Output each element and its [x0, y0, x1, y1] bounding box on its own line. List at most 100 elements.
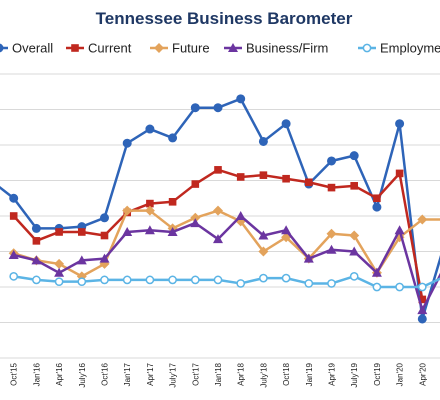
- data-point: [190, 218, 201, 228]
- data-point: [55, 228, 63, 236]
- data-point: [258, 136, 268, 146]
- data-point: [78, 228, 86, 236]
- x-tick-label: Apr'19: [328, 362, 337, 385]
- x-tick-label: Apr'20: [418, 362, 427, 385]
- data-point: [214, 166, 222, 174]
- data-point: [31, 255, 42, 265]
- data-point: [9, 272, 19, 281]
- legend-marker: [0, 43, 4, 53]
- legend-label: Employment: [380, 41, 440, 56]
- data-point: [213, 205, 223, 216]
- data-point: [145, 275, 155, 285]
- x-tick-label: Apr'17: [146, 362, 155, 385]
- data-point: [259, 273, 268, 283]
- data-point: [327, 183, 336, 192]
- series-current: [9, 166, 427, 304]
- data-point: [213, 103, 223, 113]
- data-point: [327, 156, 336, 166]
- x-tick-label: Oct'17: [191, 362, 200, 385]
- data-point: [100, 213, 109, 223]
- data-point: [31, 223, 41, 233]
- x-tick-label: Jan'18: [214, 362, 223, 386]
- data-point: [122, 205, 133, 216]
- x-tick-label: Jan'20: [396, 362, 405, 386]
- data-point: [235, 211, 246, 220]
- x-tick-label: July'17: [169, 362, 178, 387]
- data-point: [76, 255, 87, 265]
- legend-label: Future: [172, 41, 210, 56]
- data-point: [350, 182, 358, 190]
- data-point: [281, 119, 291, 129]
- data-point: [145, 124, 155, 134]
- data-point: [417, 282, 427, 292]
- data-point: [8, 250, 19, 260]
- x-tick-label: Oct'16: [101, 362, 110, 385]
- data-point: [373, 194, 381, 203]
- data-point: [395, 119, 405, 129]
- data-point: [417, 214, 428, 225]
- data-point: [191, 180, 200, 188]
- data-point: [281, 225, 292, 235]
- data-point: [372, 202, 382, 212]
- chart-title: Tennessee Business Barometer: [96, 9, 353, 28]
- gridlines: [0, 73, 440, 359]
- legend-item: Current: [66, 41, 132, 56]
- data-point: [259, 171, 268, 179]
- data-point: [281, 273, 291, 283]
- data-point: [282, 174, 290, 183]
- x-tick-label: July'19: [350, 362, 359, 387]
- legend-marker: [228, 43, 238, 52]
- data-point: [77, 277, 87, 287]
- x-tick-label: Apr'18: [237, 362, 246, 385]
- x-tick-label: Apr'16: [55, 362, 64, 385]
- data-point: [394, 225, 405, 235]
- data-point: [168, 275, 177, 285]
- data-point: [213, 275, 223, 285]
- data-point: [99, 253, 110, 263]
- data-point: [418, 295, 427, 304]
- series-line: [13, 214, 440, 312]
- data-point: [236, 279, 246, 288]
- chart-legend: Overall Current Future Business/Firm Employm…: [0, 41, 440, 56]
- data-point: [146, 199, 154, 208]
- data-point: [236, 173, 245, 181]
- data-point: [258, 246, 269, 257]
- data-point: [395, 169, 404, 178]
- data-point: [122, 226, 133, 236]
- data-point: [349, 230, 360, 241]
- x-tick-label: Jan'17: [123, 362, 132, 386]
- data-point: [54, 258, 65, 269]
- data-point: [327, 279, 336, 288]
- legend-marker: [154, 43, 164, 53]
- data-point: [54, 277, 64, 287]
- legend-label: Overall: [12, 41, 53, 56]
- legend-marker: [71, 44, 79, 52]
- legend-label: Business/Firm: [246, 41, 328, 56]
- data-point: [190, 212, 201, 223]
- data-point: [371, 267, 382, 277]
- data-point: [32, 275, 41, 285]
- data-point: [236, 94, 246, 104]
- data-point: [305, 178, 313, 187]
- data-point: [190, 275, 200, 285]
- legend-item: Employment: [358, 41, 440, 56]
- legend-label: Current: [88, 41, 132, 56]
- data-point: [9, 212, 18, 220]
- data-point: [168, 198, 177, 206]
- data-point: [122, 138, 132, 148]
- series-business-firm: [8, 211, 440, 315]
- data-point: [349, 246, 360, 256]
- data-point: [168, 133, 178, 143]
- series-employment: [9, 272, 440, 292]
- data-point: [54, 267, 65, 277]
- data-point: [372, 282, 382, 292]
- data-point: [417, 314, 427, 324]
- legend-marker: [362, 43, 372, 53]
- x-tick-label: Oct'18: [282, 362, 291, 385]
- data-point: [32, 237, 41, 245]
- x-tick-label: July'18: [259, 362, 268, 387]
- x-axis-ticks: Oct'15 Jan'16 Apr'16 July'16 Oct'16 Jan'17 Apr…: [10, 362, 428, 387]
- data-point: [9, 193, 19, 203]
- series-line: [13, 209, 440, 278]
- data-point: [100, 231, 109, 240]
